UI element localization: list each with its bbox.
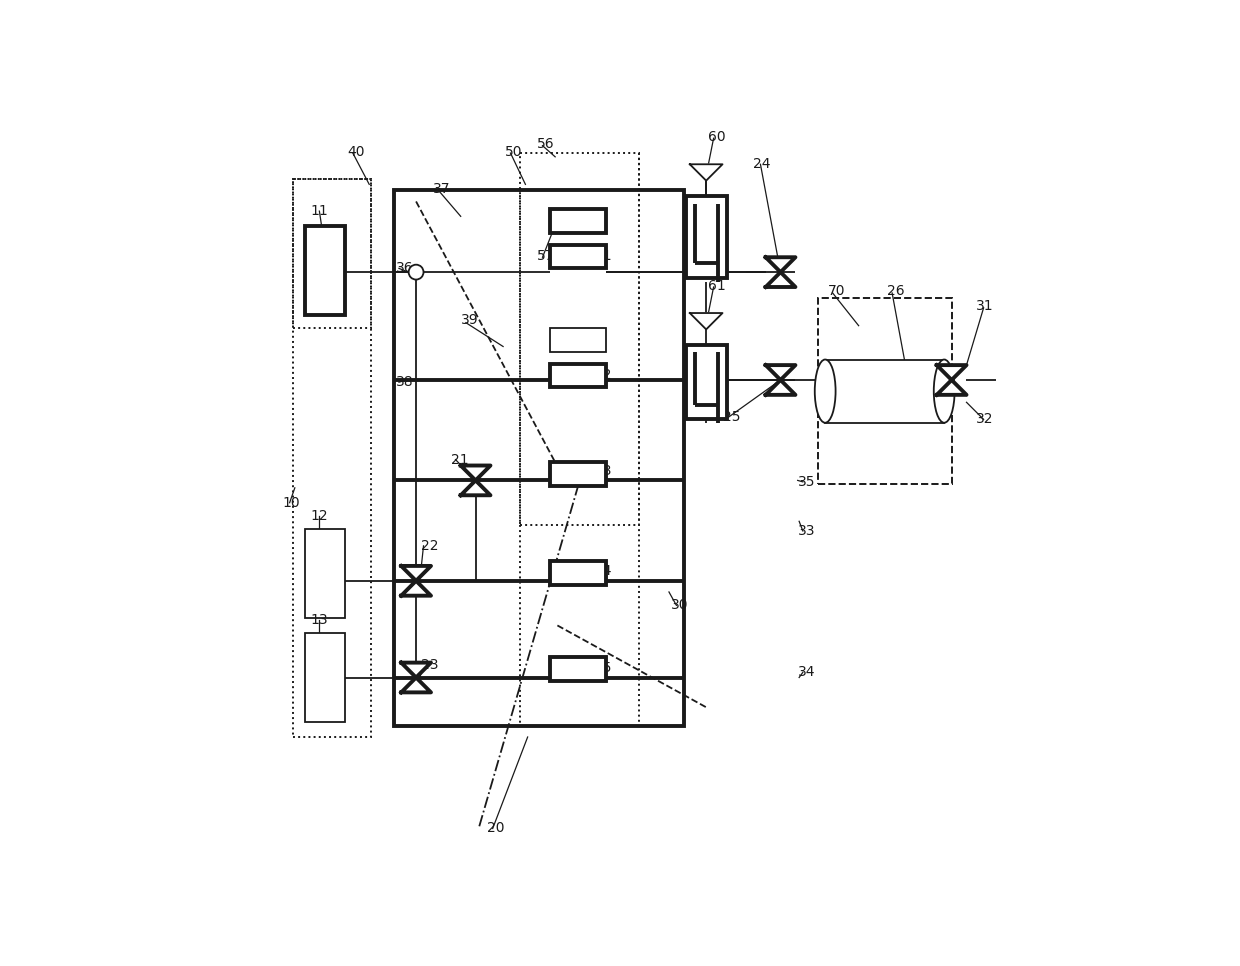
Polygon shape	[461, 466, 491, 480]
Bar	[551, 658, 606, 681]
Ellipse shape	[934, 359, 955, 423]
Polygon shape	[402, 663, 432, 677]
Text: 36: 36	[396, 262, 414, 275]
Text: 39: 39	[461, 314, 479, 327]
Bar	[305, 528, 346, 618]
Text: 12: 12	[310, 509, 329, 524]
Text: 33: 33	[797, 524, 815, 538]
Text: 70: 70	[827, 284, 844, 298]
Polygon shape	[936, 380, 966, 395]
Bar	[551, 560, 606, 584]
Text: 56: 56	[537, 137, 556, 152]
Polygon shape	[461, 480, 491, 496]
Text: 26: 26	[887, 284, 904, 298]
Text: 52: 52	[595, 368, 613, 382]
Text: 50: 50	[506, 145, 523, 158]
Text: 38: 38	[396, 375, 414, 389]
Text: 61: 61	[708, 278, 727, 293]
Text: 25: 25	[723, 411, 740, 424]
Bar	[294, 179, 372, 737]
Bar	[305, 226, 346, 315]
Text: 23: 23	[422, 658, 439, 672]
Bar	[686, 345, 727, 419]
Bar	[551, 244, 606, 269]
Text: 34: 34	[797, 666, 815, 679]
Polygon shape	[765, 380, 795, 395]
Circle shape	[409, 265, 424, 279]
Polygon shape	[402, 581, 432, 596]
Polygon shape	[689, 164, 723, 181]
Text: 54: 54	[595, 564, 613, 578]
Bar	[686, 196, 727, 278]
Polygon shape	[689, 313, 723, 329]
Text: 31: 31	[976, 298, 993, 313]
Bar	[521, 153, 639, 526]
Bar	[551, 209, 606, 233]
Polygon shape	[402, 677, 432, 693]
Text: 20: 20	[487, 821, 505, 836]
Ellipse shape	[815, 359, 836, 423]
Polygon shape	[765, 365, 795, 380]
Text: 30: 30	[671, 598, 688, 612]
Bar	[551, 327, 606, 352]
Text: 22: 22	[422, 539, 439, 553]
Text: 37: 37	[433, 182, 450, 196]
Polygon shape	[402, 566, 432, 581]
Text: 24: 24	[753, 157, 770, 171]
Text: 35: 35	[797, 475, 815, 489]
Text: 60: 60	[708, 129, 725, 144]
Polygon shape	[936, 365, 966, 380]
Bar	[817, 298, 951, 484]
Bar	[551, 462, 606, 486]
Bar	[305, 633, 346, 723]
Bar	[394, 190, 683, 725]
Bar	[825, 359, 944, 423]
Bar	[294, 179, 372, 327]
Text: 32: 32	[976, 412, 993, 426]
Text: 53: 53	[595, 465, 613, 478]
Text: 51: 51	[595, 249, 613, 263]
Polygon shape	[765, 272, 795, 287]
Polygon shape	[765, 257, 795, 272]
Text: 55: 55	[595, 661, 613, 675]
Text: 57: 57	[537, 249, 554, 263]
Text: 11: 11	[310, 204, 329, 218]
Text: 21: 21	[451, 452, 469, 467]
Text: 40: 40	[347, 145, 365, 158]
Text: 10: 10	[283, 496, 300, 510]
Text: 13: 13	[310, 613, 329, 627]
Bar	[551, 363, 606, 387]
